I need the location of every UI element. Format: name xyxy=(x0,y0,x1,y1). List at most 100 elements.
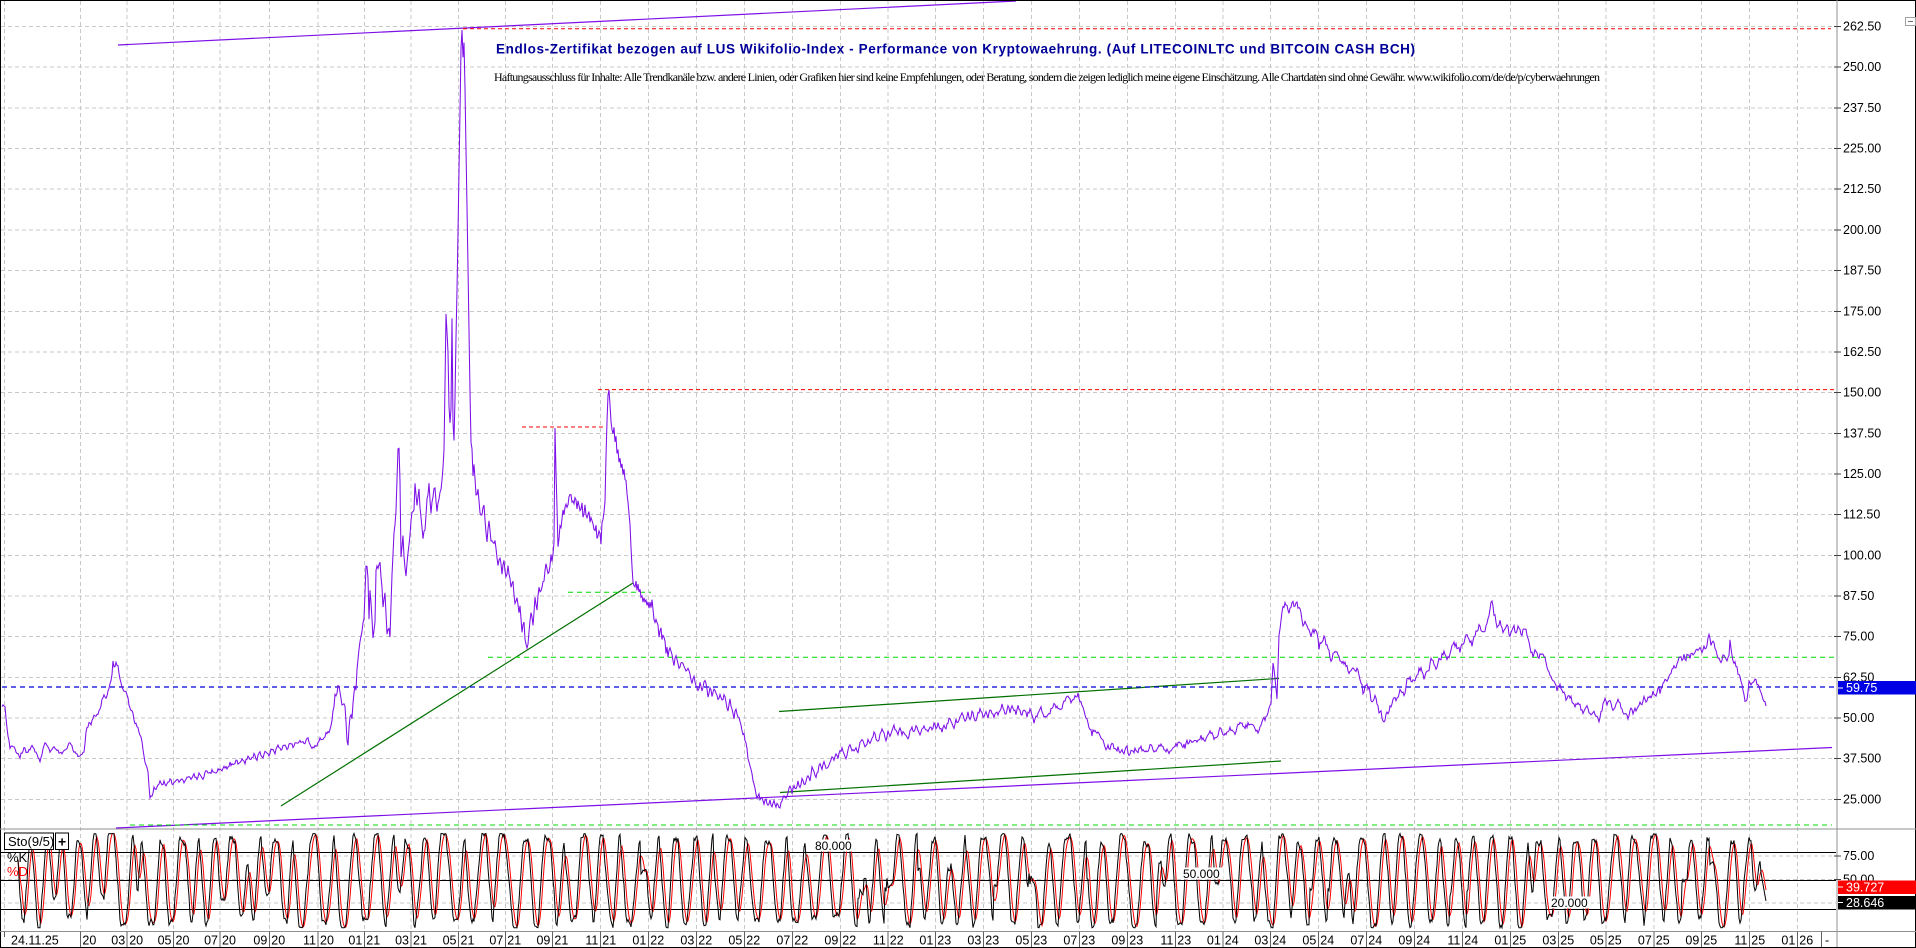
svg-text:%K: %K xyxy=(7,850,28,865)
svg-text:22: 22 xyxy=(890,934,904,948)
svg-text:22: 22 xyxy=(650,934,664,948)
svg-text:237.50: 237.50 xyxy=(1843,101,1881,115)
svg-text:100.00: 100.00 xyxy=(1843,548,1881,562)
svg-text:09: 09 xyxy=(1111,934,1125,948)
svg-text:05: 05 xyxy=(1015,934,1029,948)
svg-text:Endlos-Zertifikat bezogen auf: Endlos-Zertifikat bezogen auf LUS Wikifo… xyxy=(496,42,1415,57)
svg-text:23: 23 xyxy=(1177,934,1191,948)
svg-text:75.00: 75.00 xyxy=(1843,630,1874,644)
svg-text:125.00: 125.00 xyxy=(1843,467,1881,481)
svg-text:05: 05 xyxy=(1302,934,1316,948)
svg-text:262.50: 262.50 xyxy=(1843,20,1881,34)
svg-text:162.50: 162.50 xyxy=(1843,345,1881,359)
svg-text:11: 11 xyxy=(1734,934,1747,948)
svg-text:21: 21 xyxy=(461,934,475,948)
svg-text:03: 03 xyxy=(395,934,409,948)
svg-text:Haftungsausschluss für Inhalte: Haftungsausschluss für Inhalte: Alle Tre… xyxy=(494,70,1600,84)
svg-text:%D: %D xyxy=(7,864,28,879)
svg-text:20: 20 xyxy=(129,934,143,948)
svg-text:250.00: 250.00 xyxy=(1843,60,1881,74)
svg-text:-: - xyxy=(1825,934,1829,948)
svg-text:01: 01 xyxy=(1207,934,1221,948)
svg-text:37.500: 37.500 xyxy=(1843,752,1881,766)
svg-text:01: 01 xyxy=(632,934,646,948)
svg-text:21: 21 xyxy=(602,934,616,948)
svg-text:225.00: 225.00 xyxy=(1843,142,1881,156)
svg-text:07: 07 xyxy=(204,934,218,948)
svg-text:20: 20 xyxy=(176,934,190,948)
svg-text:09: 09 xyxy=(1398,934,1412,948)
svg-text:11: 11 xyxy=(303,934,316,948)
svg-text:26: 26 xyxy=(1799,934,1813,948)
svg-text:01: 01 xyxy=(1494,934,1508,948)
svg-text:25: 25 xyxy=(1608,934,1622,948)
svg-text:24: 24 xyxy=(1464,934,1478,948)
svg-text:59.75: 59.75 xyxy=(1846,681,1877,695)
svg-text:21: 21 xyxy=(366,934,380,948)
svg-text:200.00: 200.00 xyxy=(1843,223,1881,237)
svg-text:24: 24 xyxy=(1320,934,1334,948)
svg-text:03: 03 xyxy=(1542,934,1556,948)
svg-text:25: 25 xyxy=(1656,934,1670,948)
svg-text:23: 23 xyxy=(937,934,951,948)
svg-text:03: 03 xyxy=(1254,934,1268,948)
svg-text:07: 07 xyxy=(776,934,790,948)
svg-text:137.50: 137.50 xyxy=(1843,426,1881,440)
svg-text:25: 25 xyxy=(1703,934,1717,948)
svg-text:05: 05 xyxy=(728,934,742,948)
svg-text:28.646: 28.646 xyxy=(1846,896,1884,910)
svg-text:22: 22 xyxy=(794,934,808,948)
svg-text:21: 21 xyxy=(413,934,427,948)
svg-text:80.000: 80.000 xyxy=(815,839,852,853)
svg-text:01: 01 xyxy=(348,934,362,948)
svg-text:11: 11 xyxy=(585,934,598,948)
svg-text:23: 23 xyxy=(1129,934,1143,948)
svg-text:22: 22 xyxy=(746,934,760,948)
svg-text:+: + xyxy=(58,834,66,850)
svg-text:07: 07 xyxy=(1638,934,1652,948)
svg-text:212.50: 212.50 xyxy=(1843,182,1881,196)
svg-text:11: 11 xyxy=(873,934,886,948)
svg-text:03: 03 xyxy=(111,934,125,948)
svg-text:20: 20 xyxy=(320,934,334,948)
svg-text:05: 05 xyxy=(158,934,172,948)
svg-text:03: 03 xyxy=(680,934,694,948)
svg-text:22: 22 xyxy=(842,934,856,948)
svg-text:21: 21 xyxy=(507,934,521,948)
svg-text:25: 25 xyxy=(1512,934,1526,948)
svg-text:11: 11 xyxy=(1447,934,1460,948)
svg-text:07: 07 xyxy=(1063,934,1077,948)
svg-text:05: 05 xyxy=(1590,934,1604,948)
svg-text:87.50: 87.50 xyxy=(1843,589,1874,603)
svg-text:62.50: 62.50 xyxy=(1843,670,1874,684)
svg-text:24.11.25: 24.11.25 xyxy=(11,934,59,948)
svg-text:75.00: 75.00 xyxy=(1843,849,1874,863)
svg-text:50.00: 50.00 xyxy=(1843,711,1874,725)
svg-text:20: 20 xyxy=(271,934,285,948)
svg-text:150.00: 150.00 xyxy=(1843,386,1881,400)
svg-text:20: 20 xyxy=(222,934,236,948)
svg-text:09: 09 xyxy=(536,934,550,948)
svg-text:24: 24 xyxy=(1368,934,1382,948)
svg-text:22: 22 xyxy=(698,934,712,948)
svg-text:05: 05 xyxy=(443,934,457,948)
svg-text:23: 23 xyxy=(1081,934,1095,948)
svg-text:Sto(9/5): Sto(9/5) xyxy=(8,834,54,849)
svg-text:24: 24 xyxy=(1225,934,1239,948)
svg-text:01: 01 xyxy=(919,934,933,948)
svg-text:25: 25 xyxy=(1560,934,1574,948)
svg-text:20.000: 20.000 xyxy=(1551,896,1588,910)
svg-text:24: 24 xyxy=(1272,934,1286,948)
svg-text:09: 09 xyxy=(1685,934,1699,948)
svg-text:112.50: 112.50 xyxy=(1843,508,1880,522)
svg-text:11: 11 xyxy=(1160,934,1173,948)
svg-text:09: 09 xyxy=(253,934,267,948)
svg-text:175.00: 175.00 xyxy=(1843,304,1881,318)
svg-text:07: 07 xyxy=(1350,934,1364,948)
svg-text:03: 03 xyxy=(967,934,981,948)
svg-text:21: 21 xyxy=(554,934,568,948)
svg-text:23: 23 xyxy=(985,934,999,948)
svg-text:25.000: 25.000 xyxy=(1843,792,1881,806)
svg-text:20: 20 xyxy=(82,934,96,948)
svg-text:50.000: 50.000 xyxy=(1183,867,1220,881)
